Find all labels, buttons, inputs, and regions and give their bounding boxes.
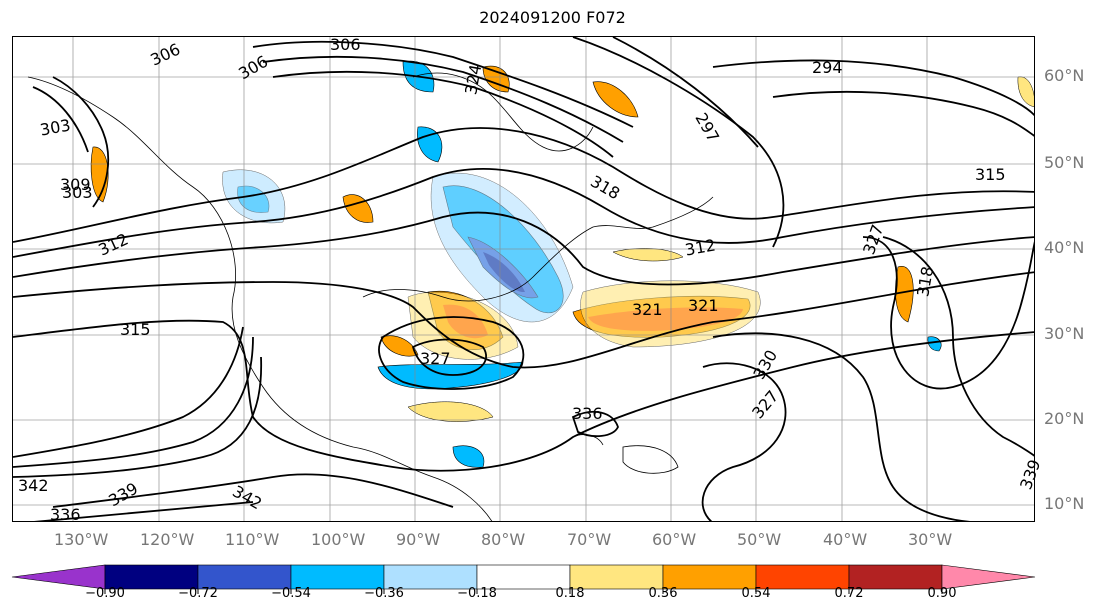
blue-blob-canada2 [417,126,443,163]
colorbar-segment [662,564,757,590]
contour-label: 321 [688,296,719,315]
colorbar-tick-label: −0.18 [457,586,497,601]
orange-blob-east [895,266,914,323]
latitude-label: 40°N [1044,238,1085,257]
colorbar-segment [941,564,1036,590]
orange-blob-canada [342,194,374,223]
contour-label: 336 [50,505,81,524]
colorbar-segment [104,564,199,590]
longitude-label: 90°W [396,530,441,549]
orange-blob-texas [380,335,419,357]
map-panel [12,36,1035,522]
blue-blob-east [927,336,942,352]
colorbar-segment [755,564,850,590]
orange-blob-hudson [482,65,510,93]
colorbar [11,564,1036,594]
colorbar-segment [383,564,478,590]
orange-blob-pacific [90,146,109,203]
longitude-label: 60°W [652,530,697,549]
latitude-label: 10°N [1044,494,1085,513]
lightblue-west [222,169,286,224]
colorbar-tick-label: 0.36 [648,586,678,601]
map-title: 2024091200 F072 [479,8,626,27]
longitude-label: 100°W [311,530,366,549]
contour-label: 309 [60,175,91,194]
colorbar-tick-label: −0.54 [271,586,311,601]
longitude-label: 80°W [481,530,526,549]
latitude-label: 20°N [1044,409,1085,428]
colorbar-tick-label: 0.90 [927,586,957,601]
longitude-label: 70°W [567,530,612,549]
coastlines [27,72,714,521]
contour-label: 315 [120,320,151,339]
yellow-blob-atlantic [580,280,761,348]
colorbar-tick-label: 0.18 [555,586,585,601]
height-contours [13,37,1034,521]
colorbar-segment [569,564,664,590]
yellow-blob-east [1017,76,1034,107]
latitude-label: 30°N [1044,324,1085,343]
latitude-label: 50°N [1044,153,1085,172]
contour-label: 342 [18,476,49,495]
contour-label: 306 [330,35,361,54]
longitude-label: 30°W [908,530,953,549]
yellow-blob-ne [612,248,684,262]
colorbar-tick-label: −0.72 [178,586,218,601]
contour-label: 294 [812,58,843,77]
yellow-blob-south [407,291,519,360]
colorbar-segment [476,564,571,590]
orange-blob-labrador [592,81,639,118]
colorbar-tick-label: 0.72 [834,586,864,601]
blue-blob-caribbean [452,445,485,468]
colorbar-segment [290,564,385,590]
contour-label: 303 [62,183,93,202]
longitude-label: 130°W [54,530,109,549]
colorbar-segment [197,564,292,590]
colorbar-tick-label: −0.90 [85,586,125,601]
graticule [13,37,1034,521]
colorbar-tick-label: −0.36 [364,586,404,601]
shaded-fields [90,60,1034,468]
longitude-label: 40°W [823,530,868,549]
contour-label: 327 [420,349,451,368]
yellow-blob-carib2 [407,401,494,422]
colorbar-segment [848,564,943,590]
colorbar-tick-label: 0.54 [741,586,771,601]
contour-label: 315 [975,165,1006,184]
map-canvas [13,37,1034,521]
longitude-label: 50°W [737,530,782,549]
contour-label: 321 [632,300,663,319]
contour-label: 336 [572,404,603,423]
longitude-label: 120°W [140,530,195,549]
longitude-label: 110°W [225,530,280,549]
latitude-label: 60°N [1044,66,1085,85]
